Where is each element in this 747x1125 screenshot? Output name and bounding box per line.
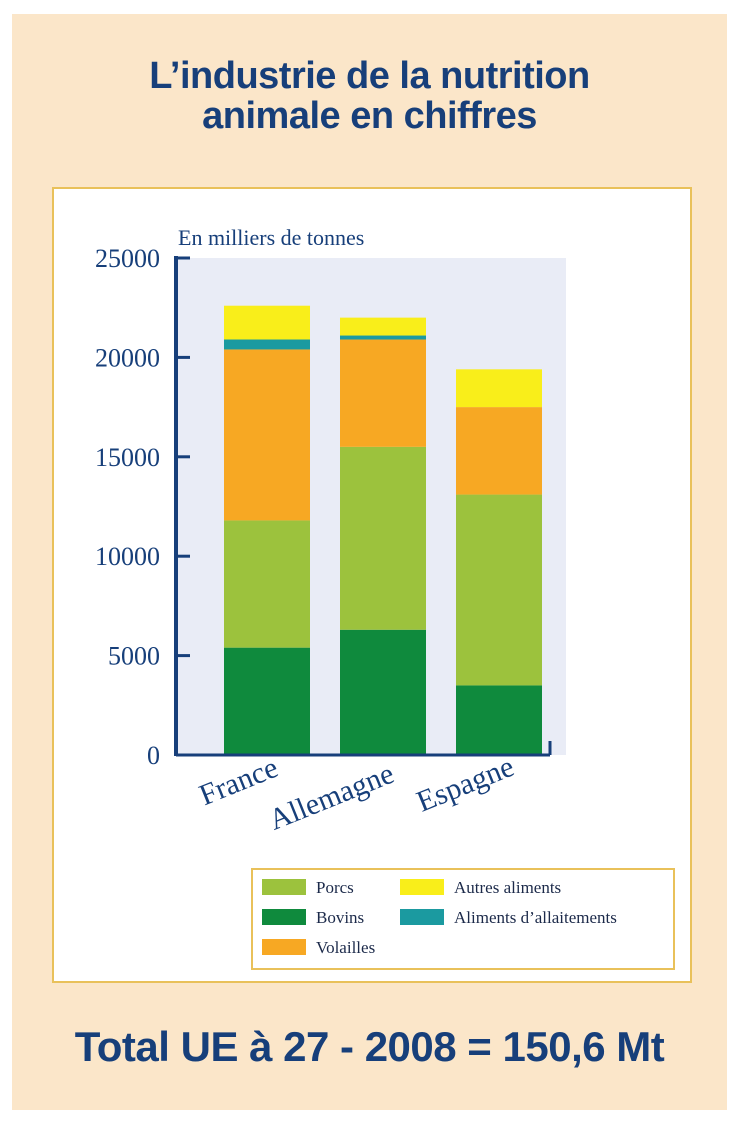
legend: Bovins Porcs Volailles Aliments d’allaiteme… (251, 868, 675, 970)
legend-label: Autres aliments (454, 878, 561, 897)
bar-segment-france-5 (224, 305, 310, 340)
bar-segment-allemagne-5 (340, 317, 426, 336)
bar-segment-espagne-5 (456, 369, 542, 408)
x-tick-label: Espagne (412, 750, 519, 819)
x-tick-label: France (195, 751, 283, 812)
title-line-1: L’industrie de la nutrition (149, 55, 590, 97)
y-tick-label: 15000 (95, 443, 160, 472)
y-tick-label: 20000 (95, 343, 160, 372)
bar-segment-allemagne-2 (340, 446, 426, 630)
bars-group (224, 305, 542, 755)
legend-label: Volailles (316, 938, 375, 957)
unit-label: En milliers de tonnes (178, 225, 364, 250)
bar-segment-espagne-1 (456, 685, 542, 755)
legend-label: Aliments d’allaitements (454, 908, 617, 927)
bar-segment-france-2 (224, 520, 310, 648)
legend-swatch (262, 909, 306, 925)
bar-segment-france-3 (224, 349, 310, 521)
eu-total-banner: Total UE à 27 - 2008 = 150,6 Mt (74, 1023, 665, 1070)
bar-segment-france-1 (224, 647, 310, 755)
y-tick-label: 25000 (95, 244, 160, 273)
legend-label: Bovins (316, 908, 364, 927)
bar-segment-allemagne-1 (340, 629, 426, 755)
bar-segment-espagne-3 (456, 407, 542, 495)
page-title: L’industrie de la nutrition animale en c… (12, 56, 727, 136)
legend-swatch (400, 909, 444, 925)
legend-swatch (262, 879, 306, 895)
x-tick-label: Allemagne (264, 757, 398, 837)
bar-segment-allemagne-3 (340, 339, 426, 447)
legend-box (251, 868, 675, 970)
y-tick-label: 10000 (95, 542, 160, 571)
bar-segment-allemagne-4 (340, 335, 426, 340)
title-line-2: animale en chiffres (202, 95, 537, 137)
bar-segment-espagne-2 (456, 494, 542, 686)
legend-swatch (262, 939, 306, 955)
chart-panel: En milliers de tonnes 0 5000 10000 15000 200… (52, 187, 692, 983)
legend-label: Porcs (316, 878, 354, 897)
legend-swatch (400, 879, 444, 895)
y-tick-label: 0 (147, 741, 160, 770)
stacked-bar-chart: En milliers de tonnes 0 5000 10000 15000 200… (95, 225, 675, 970)
bar-segment-france-4 (224, 339, 310, 350)
y-tick-label: 5000 (108, 642, 160, 671)
